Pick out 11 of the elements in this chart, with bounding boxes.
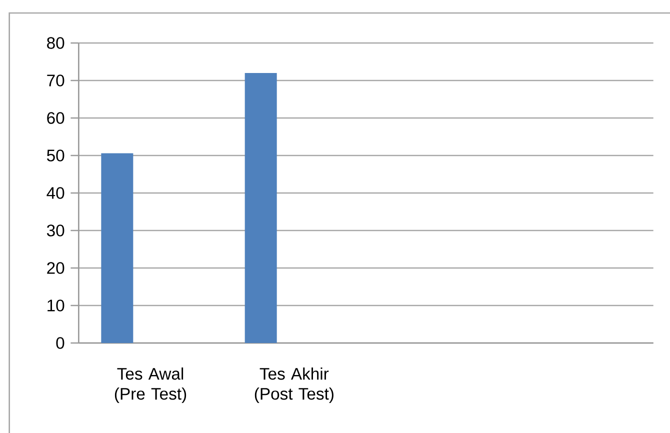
y-tick-label: 30 <box>46 224 64 236</box>
y-tick-label: 50 <box>46 150 64 162</box>
y-tick-label: 10 <box>48 300 64 312</box>
y-tick-label: 40 <box>46 187 64 199</box>
x-tick-label: Tes Awal (Pre Test) <box>114 367 186 404</box>
y-tick-label: 70 <box>47 74 64 86</box>
y-tick-label: 80 <box>47 37 64 49</box>
y-tick-label: 0 <box>56 337 64 349</box>
y-tick-label: 20 <box>47 262 64 274</box>
x-tick-label: Tes Akhir (Post Test) <box>254 367 334 404</box>
y-tick-label: 60 <box>47 112 64 124</box>
